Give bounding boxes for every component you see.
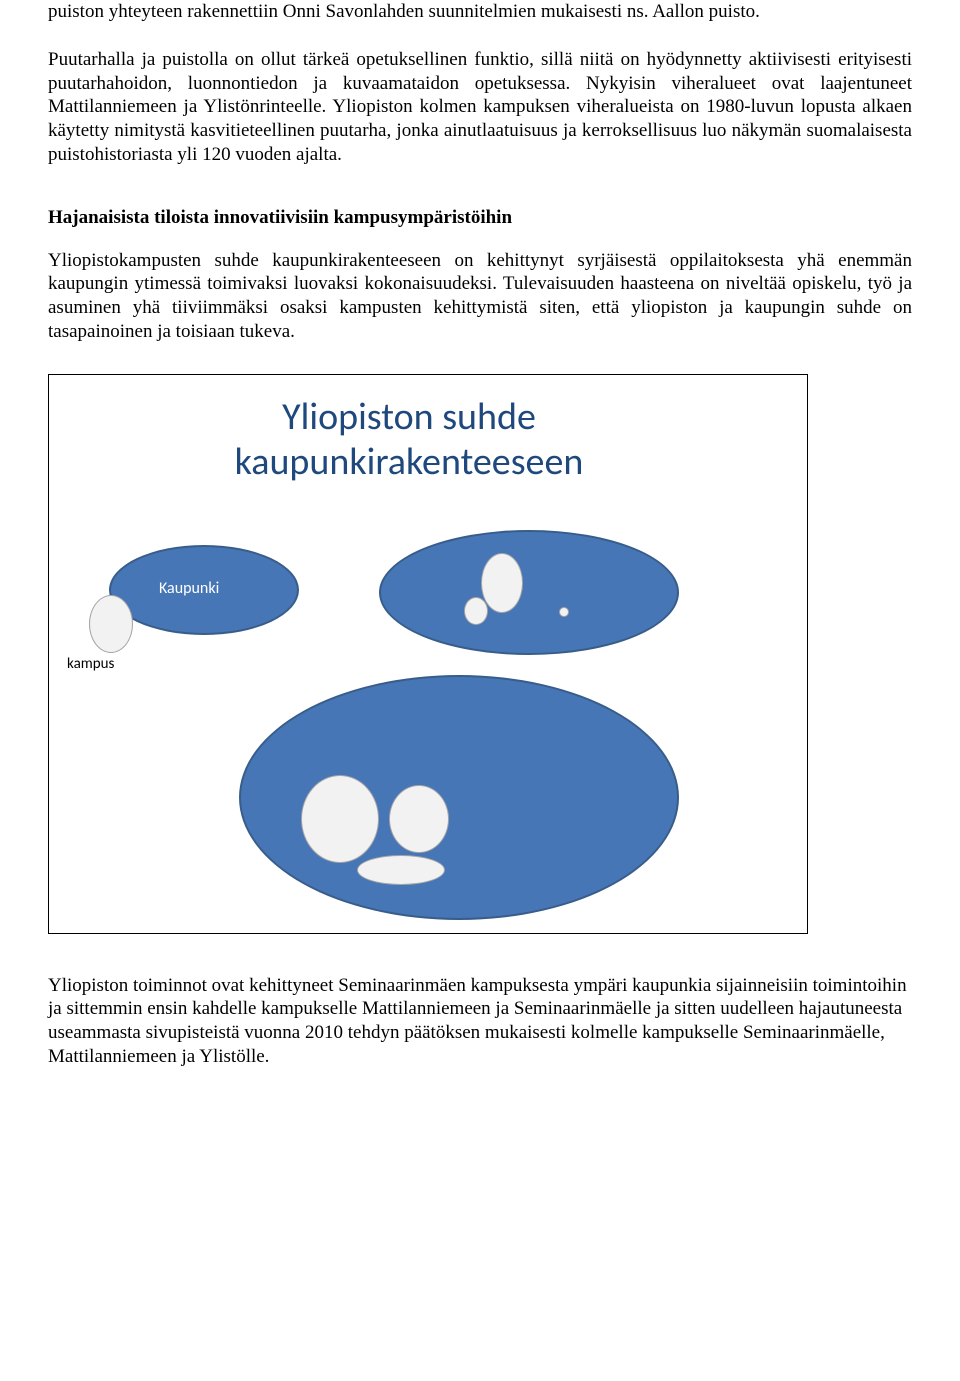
paragraph-2: Puutarhalla ja puistolla on ollut tärkeä… — [48, 48, 912, 167]
paragraph-3: Yliopistokampusten suhde kaupunkirakente… — [48, 249, 912, 344]
diagram-title-line1: Yliopiston suhde — [282, 394, 536, 440]
shape-top-left-white — [89, 595, 133, 653]
paragraph-4: Yliopiston toiminnot ovat kehittyneet Se… — [48, 974, 912, 1069]
diagram-container: Yliopiston suhde kaupunkirakenteeseen Ka… — [48, 374, 808, 934]
shape-top-right-white-small — [464, 597, 488, 625]
shape-top-right-dot — [559, 607, 569, 617]
shape-bottom-white-3 — [357, 855, 445, 885]
shape-top-right-blue — [379, 530, 679, 655]
shape-bottom-white-1 — [301, 775, 379, 863]
shape-top-right-white-big — [481, 553, 523, 613]
kampus-label: kampus — [67, 655, 114, 673]
shape-bottom-white-2 — [389, 785, 449, 853]
diagram-title-line2: kaupunkirakenteeseen — [235, 439, 584, 485]
diagram-title: Yliopiston suhde kaupunkirakenteeseen — [169, 395, 649, 486]
kaupunki-label: Kaupunki — [159, 579, 219, 598]
section-heading: Hajanaisista tiloista innovatiivisiin ka… — [48, 207, 912, 229]
paragraph-1: puiston yhteyteen rakennettiin Onni Savo… — [48, 0, 912, 24]
